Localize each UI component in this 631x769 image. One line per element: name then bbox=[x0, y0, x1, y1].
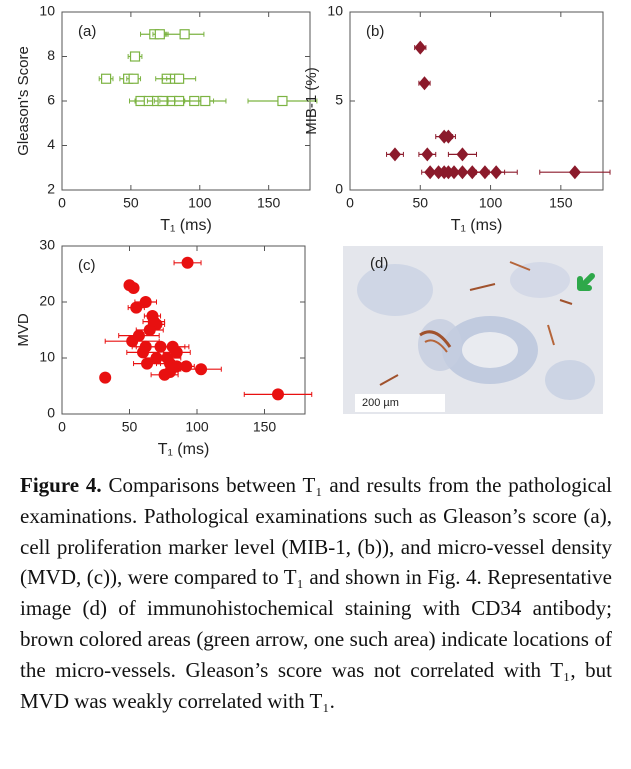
chart: 0 50 100 150 0 5 10 T₁ (ms) MIB-1 (%) (b) bbox=[303, 3, 611, 234]
marker bbox=[100, 73, 112, 84]
caption-label: Figure 4. bbox=[20, 473, 102, 497]
y-tick-label: 8 bbox=[47, 47, 55, 63]
x-axis-label: T₁ (ms) bbox=[451, 217, 503, 234]
marker bbox=[154, 29, 165, 40]
x-tick-label: 50 bbox=[123, 195, 139, 211]
marker bbox=[128, 73, 139, 84]
marker bbox=[170, 346, 183, 359]
marker bbox=[174, 73, 185, 84]
x-tick-label: 100 bbox=[185, 419, 209, 435]
x-tick-label: 0 bbox=[58, 419, 66, 435]
y-tick-label: 10 bbox=[39, 349, 55, 365]
panel-label: (a) bbox=[78, 23, 96, 40]
chart: 0 50 100 150 0 10 20 30 T₁ (ms) MVD (c) bbox=[15, 237, 313, 458]
marker bbox=[414, 40, 427, 55]
y-axis-label: Gleason's Score bbox=[15, 46, 32, 156]
x-tick-label: 50 bbox=[412, 195, 428, 211]
marker bbox=[130, 301, 143, 314]
marker bbox=[442, 129, 455, 144]
scale-bar-label: 200 µm bbox=[362, 397, 399, 409]
y-tick-label: 4 bbox=[47, 136, 55, 152]
x-tick-label: 150 bbox=[253, 419, 277, 435]
marker bbox=[195, 363, 208, 376]
marker bbox=[456, 147, 469, 162]
x-axis-label: T₁ (ms) bbox=[160, 217, 212, 234]
marker bbox=[418, 76, 431, 91]
x-tick-label: 100 bbox=[479, 195, 503, 211]
marker bbox=[139, 296, 152, 308]
marker bbox=[143, 324, 156, 336]
y-tick-label: 10 bbox=[327, 3, 343, 19]
marker bbox=[99, 371, 112, 384]
marker bbox=[272, 388, 284, 401]
histology-image: 200 µm (d) bbox=[343, 246, 603, 414]
x-tick-label: 100 bbox=[188, 195, 212, 211]
x-tick-label: 50 bbox=[122, 419, 138, 435]
x-axis-label: T₁ (ms) bbox=[158, 441, 210, 458]
y-tick-label: 30 bbox=[39, 237, 55, 253]
marker bbox=[129, 51, 141, 62]
marker bbox=[180, 360, 193, 373]
y-tick-label: 20 bbox=[39, 293, 55, 309]
marker bbox=[421, 147, 434, 162]
y-tick-label: 0 bbox=[47, 405, 55, 421]
marker bbox=[158, 368, 171, 381]
plot-frame bbox=[349, 11, 604, 191]
x-tick-label: 150 bbox=[549, 195, 573, 211]
x-tick-label: 0 bbox=[346, 195, 354, 211]
panel-label: (b) bbox=[366, 23, 384, 40]
y-tick-label: 6 bbox=[47, 92, 55, 108]
marker bbox=[181, 256, 194, 269]
y-tick-label: 10 bbox=[39, 3, 55, 19]
panel-label: (d) bbox=[370, 255, 388, 272]
marker bbox=[141, 357, 154, 370]
marker bbox=[277, 95, 288, 107]
marker bbox=[127, 282, 140, 294]
x-tick-label: 0 bbox=[58, 195, 66, 211]
marker bbox=[154, 340, 167, 353]
y-axis-label: MIB-1 (%) bbox=[303, 67, 320, 135]
caption-text: Comparisons between T₁ and results from … bbox=[20, 473, 612, 713]
marker bbox=[126, 335, 139, 348]
marker bbox=[200, 95, 211, 107]
plot-frame bbox=[61, 245, 306, 415]
marker bbox=[490, 165, 503, 180]
chart: 0 50 100 150 2 4 6 8 10 T₁ (ms) Gleason's Score (a) bbox=[15, 3, 318, 234]
y-tick-label: 5 bbox=[335, 92, 343, 108]
marker bbox=[568, 165, 581, 180]
x-tick-label: 150 bbox=[257, 195, 281, 211]
marker bbox=[137, 346, 149, 359]
caption: Figure 4. Comparisons between T₁ and res… bbox=[20, 470, 612, 716]
y-tick-label: 0 bbox=[335, 181, 343, 197]
y-axis-label: MVD bbox=[15, 313, 32, 347]
y-tick-label: 2 bbox=[47, 181, 55, 197]
panel-label: (c) bbox=[78, 257, 96, 274]
marker bbox=[179, 29, 190, 40]
marker bbox=[388, 147, 401, 162]
